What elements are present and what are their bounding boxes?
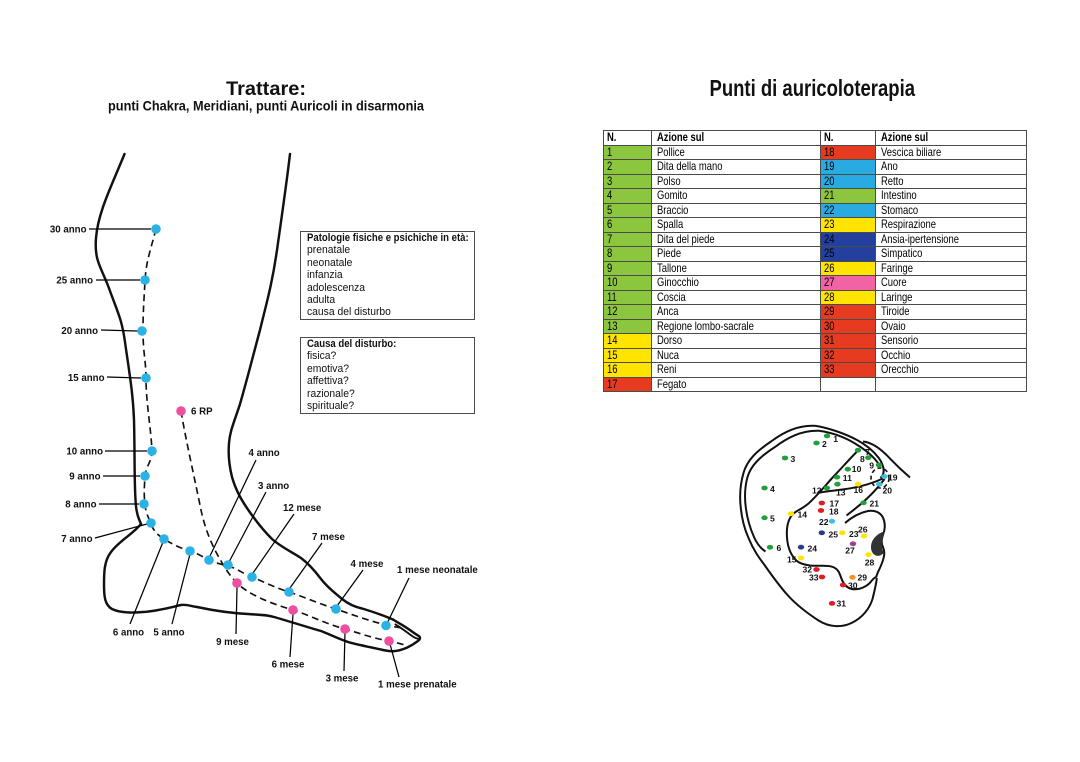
svg-text:22: 22 — [819, 517, 829, 527]
svg-text:15 anno: 15 anno — [68, 373, 105, 384]
svg-text:7 anno: 7 anno — [61, 534, 92, 545]
svg-text:19: 19 — [888, 473, 898, 483]
svg-text:5: 5 — [770, 514, 775, 524]
svg-text:20: 20 — [883, 486, 893, 496]
svg-text:20 anno: 20 anno — [61, 326, 98, 337]
svg-text:30: 30 — [848, 581, 858, 591]
svg-text:3 anno: 3 anno — [258, 481, 289, 492]
svg-text:6: 6 — [777, 543, 782, 553]
svg-text:1: 1 — [833, 434, 838, 444]
svg-text:9 anno: 9 anno — [69, 472, 100, 483]
svg-text:32: 32 — [802, 564, 812, 574]
svg-text:29: 29 — [858, 572, 868, 582]
svg-text:31: 31 — [837, 598, 847, 608]
svg-text:14: 14 — [798, 510, 808, 520]
svg-text:5 anno: 5 anno — [153, 628, 184, 639]
svg-text:1 mese neonatale: 1 mese neonatale — [397, 565, 478, 576]
svg-text:8: 8 — [860, 454, 865, 464]
svg-text:2: 2 — [822, 439, 827, 449]
svg-text:33: 33 — [809, 572, 819, 582]
svg-text:1 mese prenatale: 1 mese prenatale — [378, 680, 457, 691]
svg-text:18: 18 — [829, 506, 839, 516]
svg-text:4 anno: 4 anno — [249, 448, 280, 459]
svg-text:punti Chakra, Meridiani, punti: punti Chakra, Meridiani, punti Auricoli … — [108, 98, 424, 114]
svg-text:9 mese: 9 mese — [216, 637, 249, 648]
svg-text:4 mese: 4 mese — [351, 559, 384, 570]
svg-text:25: 25 — [829, 529, 839, 539]
svg-text:13: 13 — [836, 488, 846, 498]
svg-text:24: 24 — [808, 543, 818, 553]
svg-text:10 anno: 10 anno — [66, 447, 103, 458]
svg-text:6 mese: 6 mese — [272, 660, 305, 671]
svg-text:Trattare:: Trattare: — [226, 79, 306, 100]
svg-text:12 mese: 12 mese — [283, 503, 322, 514]
svg-text:30 anno: 30 anno — [50, 225, 87, 236]
svg-text:7 mese: 7 mese — [312, 532, 345, 543]
svg-text:21: 21 — [870, 499, 880, 509]
svg-text:7: 7 — [865, 447, 870, 457]
svg-text:23: 23 — [849, 529, 859, 539]
svg-text:16: 16 — [854, 485, 864, 495]
svg-text:25 anno: 25 anno — [56, 276, 93, 287]
svg-text:27: 27 — [845, 545, 855, 555]
svg-text:17: 17 — [830, 499, 840, 509]
svg-text:6 RP: 6 RP — [191, 407, 213, 418]
svg-text:28: 28 — [865, 557, 875, 567]
svg-text:Punti di auricoloterapia: Punti di auricoloterapia — [710, 75, 916, 101]
svg-text:15: 15 — [787, 554, 797, 564]
svg-text:8 anno: 8 anno — [65, 500, 96, 511]
svg-text:26: 26 — [858, 524, 868, 534]
svg-text:3 mese: 3 mese — [326, 674, 359, 685]
svg-text:9: 9 — [869, 460, 874, 470]
svg-text:6 anno: 6 anno — [113, 628, 144, 639]
svg-text:10: 10 — [852, 464, 862, 474]
svg-text:3: 3 — [791, 454, 796, 464]
svg-text:12: 12 — [812, 486, 822, 496]
svg-text:4: 4 — [770, 484, 775, 494]
svg-text:11: 11 — [843, 473, 852, 483]
